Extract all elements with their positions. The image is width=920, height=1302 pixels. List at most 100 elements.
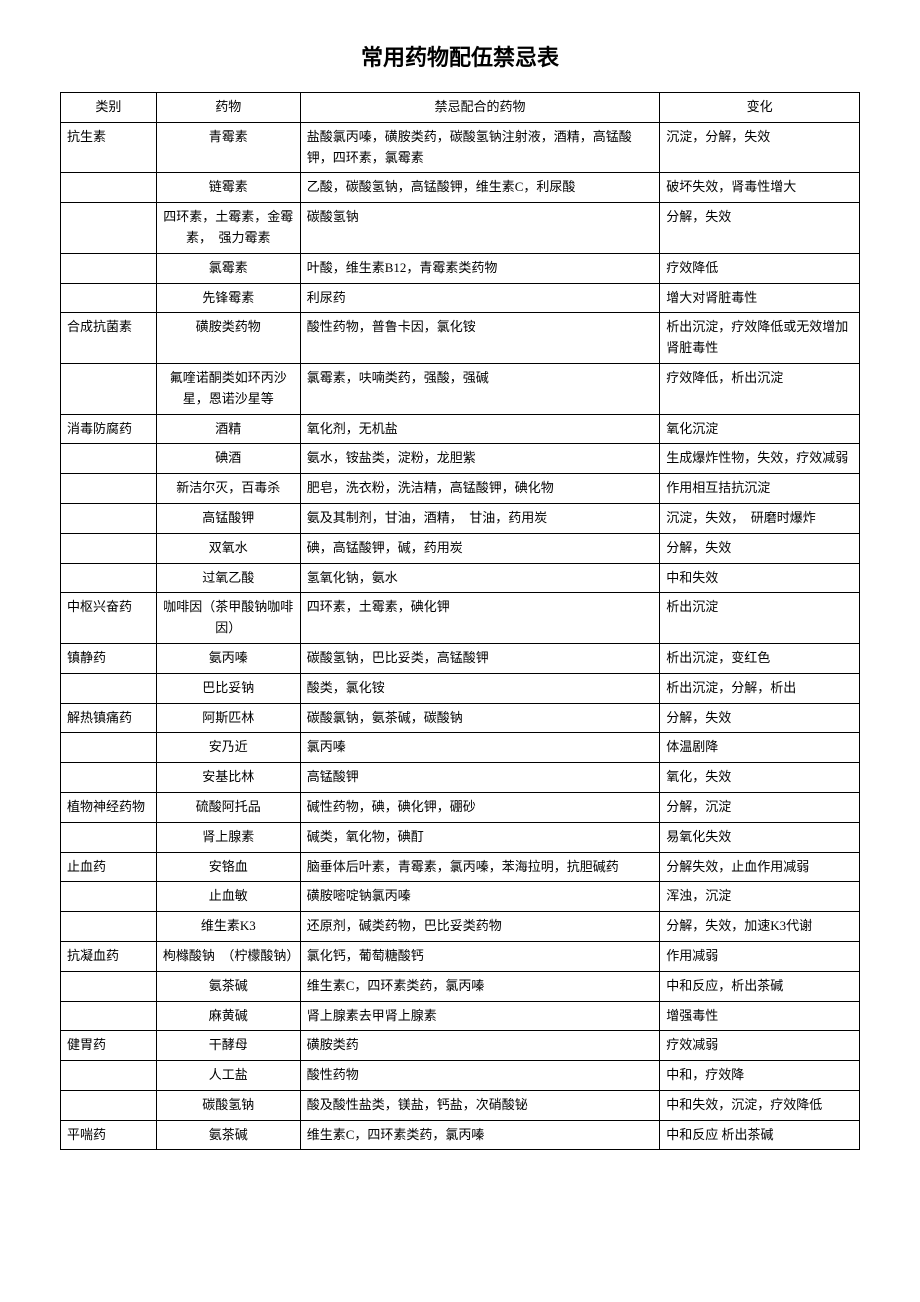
cell-change: 氧化沉淀 bbox=[660, 414, 860, 444]
table-row: 安乃近氯丙嗪体温剧降 bbox=[61, 733, 860, 763]
table-row: 四环素，土霉素，金霉素， 强力霉素碳酸氢钠分解，失效 bbox=[61, 203, 860, 254]
cell-category bbox=[61, 733, 157, 763]
table-row: 氨茶碱维生素C，四环素类药，氯丙嗪中和反应，析出茶碱 bbox=[61, 971, 860, 1001]
table-row: 碳酸氢钠酸及酸性盐类，镁盐，钙盐，次硝酸铋中和失效，沉淀，疗效降低 bbox=[61, 1090, 860, 1120]
table-row: 维生素K3还原剂，碱类药物，巴比妥类药物分解，失效，加速K3代谢 bbox=[61, 912, 860, 942]
drug-compatibility-table: 类别 药物 禁忌配合的药物 变化 抗生素青霉素盐酸氯丙嗪，磺胺类药，碳酸氢钠注射… bbox=[60, 92, 860, 1150]
cell-drug: 干酵母 bbox=[156, 1031, 300, 1061]
cell-change: 中和失效，沉淀，疗效降低 bbox=[660, 1090, 860, 1120]
cell-contraindication: 酸类，氯化铵 bbox=[300, 673, 660, 703]
header-contraindication: 禁忌配合的药物 bbox=[300, 93, 660, 123]
cell-category: 解热镇痛药 bbox=[61, 703, 157, 733]
table-header-row: 类别 药物 禁忌配合的药物 变化 bbox=[61, 93, 860, 123]
cell-drug: 安基比林 bbox=[156, 763, 300, 793]
cell-change: 体温剧降 bbox=[660, 733, 860, 763]
cell-category bbox=[61, 474, 157, 504]
cell-contraindication: 叶酸，维生素B12，青霉素类药物 bbox=[300, 253, 660, 283]
table-row: 先锋霉素利尿药增大对肾脏毒性 bbox=[61, 283, 860, 313]
cell-contraindication: 磺胺嘧啶钠氯丙嗪 bbox=[300, 882, 660, 912]
cell-drug: 硫酸阿托品 bbox=[156, 792, 300, 822]
cell-category bbox=[61, 363, 157, 414]
table-row: 高锰酸钾氨及其制剂，甘油，酒精， 甘油，药用炭沉淀，失效， 研磨时爆炸 bbox=[61, 503, 860, 533]
table-row: 肾上腺素碱类，氧化物，碘酊易氧化失效 bbox=[61, 822, 860, 852]
cell-category bbox=[61, 882, 157, 912]
cell-drug: 维生素K3 bbox=[156, 912, 300, 942]
cell-category bbox=[61, 971, 157, 1001]
cell-change: 中和，疗效降 bbox=[660, 1061, 860, 1091]
cell-change: 分解失效，止血作用减弱 bbox=[660, 852, 860, 882]
cell-change: 分解，失效，加速K3代谢 bbox=[660, 912, 860, 942]
cell-contraindication: 氢氧化钠，氨水 bbox=[300, 563, 660, 593]
cell-category bbox=[61, 563, 157, 593]
cell-category bbox=[61, 1061, 157, 1091]
cell-category bbox=[61, 912, 157, 942]
cell-contraindication: 氨及其制剂，甘油，酒精， 甘油，药用炭 bbox=[300, 503, 660, 533]
cell-change: 析出沉淀，变红色 bbox=[660, 643, 860, 673]
cell-drug: 氨丙嗪 bbox=[156, 643, 300, 673]
cell-category bbox=[61, 763, 157, 793]
cell-drug: 氟喹诺酮类如环丙沙星，恩诺沙星等 bbox=[156, 363, 300, 414]
cell-change: 分解，沉淀 bbox=[660, 792, 860, 822]
table-row: 止血药安铬血脑垂体后叶素，青霉素，氯丙嗪，苯海拉明，抗胆碱药分解失效，止血作用减… bbox=[61, 852, 860, 882]
cell-contraindication: 氨水，铵盐类，淀粉，龙胆紫 bbox=[300, 444, 660, 474]
cell-drug: 安铬血 bbox=[156, 852, 300, 882]
cell-drug: 碘酒 bbox=[156, 444, 300, 474]
cell-contraindication: 碳酸氯钠，氨茶碱，碳酸钠 bbox=[300, 703, 660, 733]
cell-change: 疗效减弱 bbox=[660, 1031, 860, 1061]
cell-drug: 高锰酸钾 bbox=[156, 503, 300, 533]
table-row: 氯霉素叶酸，维生素B12，青霉素类药物疗效降低 bbox=[61, 253, 860, 283]
table-row: 解热镇痛药阿斯匹林碳酸氯钠，氨茶碱，碳酸钠分解，失效 bbox=[61, 703, 860, 733]
cell-contraindication: 氧化剂，无机盐 bbox=[300, 414, 660, 444]
cell-change: 分解，失效 bbox=[660, 703, 860, 733]
cell-category bbox=[61, 444, 157, 474]
cell-drug: 酒精 bbox=[156, 414, 300, 444]
header-change: 变化 bbox=[660, 93, 860, 123]
cell-change: 增强毒性 bbox=[660, 1001, 860, 1031]
cell-contraindication: 肾上腺素去甲肾上腺素 bbox=[300, 1001, 660, 1031]
cell-category: 平喘药 bbox=[61, 1120, 157, 1150]
table-row: 中枢兴奋药咖啡因（茶甲酸钠咖啡因）四环素，土霉素，碘化钾析出沉淀 bbox=[61, 593, 860, 644]
table-row: 止血敏磺胺嘧啶钠氯丙嗪浑浊，沉淀 bbox=[61, 882, 860, 912]
cell-category bbox=[61, 533, 157, 563]
cell-drug: 安乃近 bbox=[156, 733, 300, 763]
cell-change: 破坏失效，肾毒性增大 bbox=[660, 173, 860, 203]
table-row: 平喘药氨茶碱维生素C，四环素类药，氯丙嗪中和反应 析出茶碱 bbox=[61, 1120, 860, 1150]
cell-drug: 碳酸氢钠 bbox=[156, 1090, 300, 1120]
cell-category: 镇静药 bbox=[61, 643, 157, 673]
table-row: 消毒防腐药酒精氧化剂，无机盐氧化沉淀 bbox=[61, 414, 860, 444]
cell-category bbox=[61, 503, 157, 533]
cell-contraindication: 碱类，氧化物，碘酊 bbox=[300, 822, 660, 852]
header-drug: 药物 bbox=[156, 93, 300, 123]
cell-contraindication: 肥皂，洗衣粉，洗洁精，高锰酸钾，碘化物 bbox=[300, 474, 660, 504]
cell-category: 抗生素 bbox=[61, 122, 157, 173]
cell-drug: 麻黄碱 bbox=[156, 1001, 300, 1031]
cell-change: 中和反应 析出茶碱 bbox=[660, 1120, 860, 1150]
cell-change: 易氧化失效 bbox=[660, 822, 860, 852]
header-category: 类别 bbox=[61, 93, 157, 123]
cell-category bbox=[61, 1001, 157, 1031]
cell-contraindication: 酸及酸性盐类，镁盐，钙盐，次硝酸铋 bbox=[300, 1090, 660, 1120]
cell-category: 合成抗菌素 bbox=[61, 313, 157, 364]
cell-change: 疗效降低，析出沉淀 bbox=[660, 363, 860, 414]
cell-category bbox=[61, 822, 157, 852]
table-row: 巴比妥钠酸类，氯化铵析出沉淀，分解，析出 bbox=[61, 673, 860, 703]
table-row: 氟喹诺酮类如环丙沙星，恩诺沙星等氯霉素，呋喃类药，强酸，强碱疗效降低，析出沉淀 bbox=[61, 363, 860, 414]
cell-contraindication: 脑垂体后叶素，青霉素，氯丙嗪，苯海拉明，抗胆碱药 bbox=[300, 852, 660, 882]
cell-contraindication: 磺胺类药 bbox=[300, 1031, 660, 1061]
cell-drug: 磺胺类药物 bbox=[156, 313, 300, 364]
cell-drug: 肾上腺素 bbox=[156, 822, 300, 852]
cell-contraindication: 还原剂，碱类药物，巴比妥类药物 bbox=[300, 912, 660, 942]
cell-category: 健胃药 bbox=[61, 1031, 157, 1061]
table-row: 新洁尔灭，百毒杀肥皂，洗衣粉，洗洁精，高锰酸钾，碘化物作用相互拮抗沉淀 bbox=[61, 474, 860, 504]
cell-contraindication: 碘，高锰酸钾，碱，药用炭 bbox=[300, 533, 660, 563]
cell-contraindication: 碳酸氢钠，巴比妥类，高锰酸钾 bbox=[300, 643, 660, 673]
cell-category: 止血药 bbox=[61, 852, 157, 882]
cell-change: 作用减弱 bbox=[660, 941, 860, 971]
table-row: 过氧乙酸氢氧化钠，氨水中和失效 bbox=[61, 563, 860, 593]
cell-drug: 氯霉素 bbox=[156, 253, 300, 283]
cell-contraindication: 维生素C，四环素类药，氯丙嗪 bbox=[300, 1120, 660, 1150]
cell-drug: 枸橼酸钠 （柠檬酸钠） bbox=[156, 941, 300, 971]
cell-drug: 先锋霉素 bbox=[156, 283, 300, 313]
cell-change: 析出沉淀，分解，析出 bbox=[660, 673, 860, 703]
cell-category bbox=[61, 253, 157, 283]
